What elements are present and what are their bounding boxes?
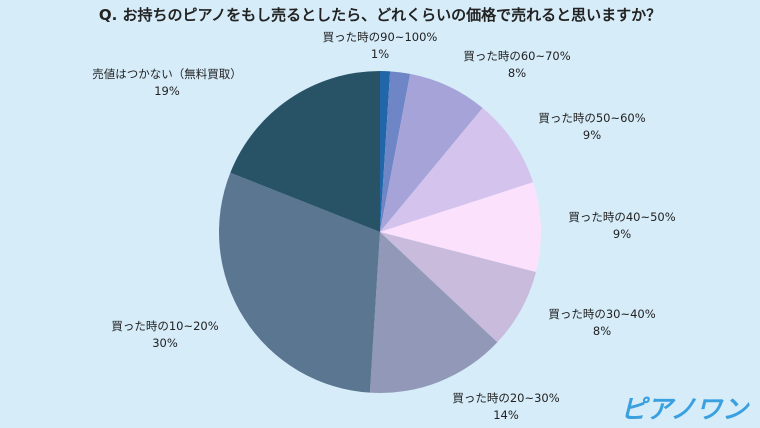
pie-slice-6 [369, 232, 498, 393]
chart-title: Q. お持ちのピアノをもし売るとしたら、どれくらいの価格で売れると思いますか？ [98, 6, 662, 24]
pie-slice-7 [219, 172, 380, 393]
slice-label-4: 買った時の30~40% [548, 307, 655, 321]
slice-label-6: 買った時の10~20% [111, 319, 218, 333]
pie-slice-3 [380, 107, 534, 232]
slice-label-2: 買った時の50~60% [538, 111, 645, 125]
slice-percent-5: 14% [493, 408, 519, 422]
slice-label-7: 売値はつかない（無料買取） [92, 67, 242, 81]
slice-percent-4: 8% [593, 324, 611, 338]
slice-label-1: 買った時の60~70% [463, 49, 570, 63]
slice-label-0: 買った時の90~100% [323, 30, 438, 44]
brand-logo: ピアノワン [620, 395, 748, 425]
pie-slice-0 [380, 71, 391, 232]
slice-label-3: 買った時の40~50% [568, 210, 675, 224]
slice-percent-6: 30% [152, 336, 178, 350]
pie-slice-2 [380, 73, 483, 232]
pie-slice-5 [380, 232, 536, 343]
slice-percent-1: 8% [508, 66, 526, 80]
slice-label-5: 買った時の20~30% [452, 391, 559, 405]
slice-percent-0: 1% [371, 47, 389, 61]
pie-slice-1 [380, 71, 411, 232]
pie-slice-4 [380, 182, 541, 273]
slice-percent-3: 9% [613, 227, 631, 241]
slice-percent-2: 9% [583, 128, 601, 142]
pie-slice-8 [230, 71, 380, 232]
slice-percent-7: 19% [154, 84, 180, 98]
